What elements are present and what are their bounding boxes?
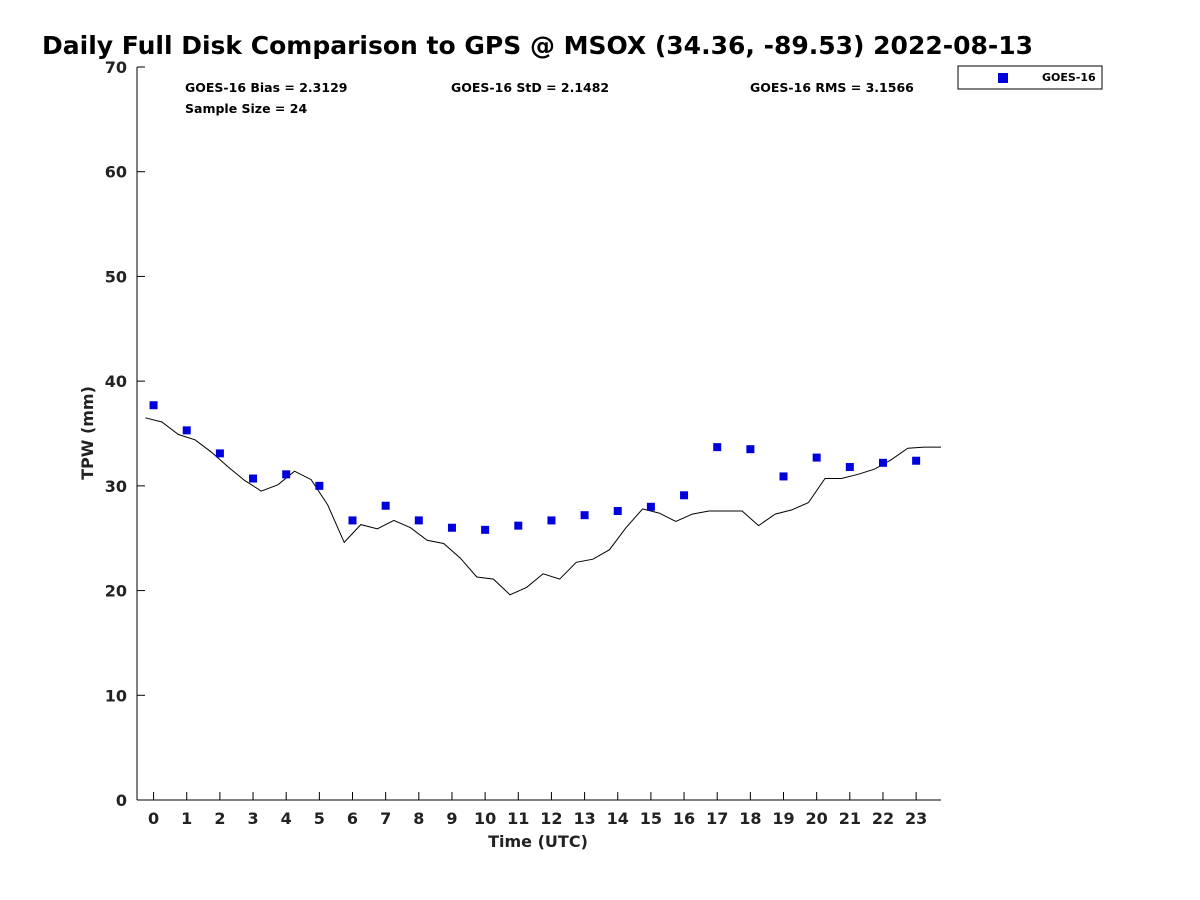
legend-marker-square-icon	[998, 73, 1008, 83]
x-axis-ticks: 0 1 2 3 4 5 6 7 8 9 10 11 12 13 14 15 16 17 18 19 20 21 22 23	[148, 792, 927, 828]
y-axis-ticks: 0 10 20 30 40 50 60 70	[105, 58, 145, 810]
x-tick-label: 21	[839, 809, 861, 828]
goes16-data-point	[282, 470, 291, 479]
x-tick-label: 10	[474, 809, 496, 828]
x-axis-label: Time (UTC)	[488, 832, 588, 851]
goes16-data-point	[845, 463, 854, 472]
x-tick-label: 13	[573, 809, 595, 828]
y-tick-label: 0	[116, 791, 127, 810]
goes16-data-point	[812, 453, 821, 462]
x-tick-label: 6	[347, 809, 358, 828]
goes16-data-point	[447, 523, 456, 532]
x-tick-label: 15	[640, 809, 662, 828]
x-tick-label: 20	[806, 809, 828, 828]
x-tick-label: 19	[772, 809, 794, 828]
x-tick-label: 2	[214, 809, 225, 828]
goes16-data-point	[514, 521, 523, 530]
goes16-data-point	[348, 516, 357, 525]
goes16-data-point	[249, 474, 258, 483]
y-tick-label: 20	[105, 582, 127, 601]
goes16-data-point	[547, 516, 556, 525]
goes16-data-point	[779, 472, 788, 481]
legend-box	[957, 65, 1103, 90]
y-tick-label: 50	[105, 267, 127, 286]
y-tick-label: 60	[105, 163, 127, 182]
x-tick-label: 8	[413, 809, 424, 828]
goes16-data-point	[381, 501, 390, 510]
legend-label-goes16: GOES-16	[1042, 71, 1096, 84]
x-tick-label: 9	[446, 809, 457, 828]
y-tick-label: 40	[105, 372, 127, 391]
y-tick-label: 10	[105, 686, 127, 705]
goes16-data-point	[713, 443, 722, 452]
x-tick-label: 1	[181, 809, 192, 828]
x-tick-label: 22	[872, 809, 894, 828]
x-tick-label: 7	[380, 809, 391, 828]
plot-area	[137, 67, 941, 800]
x-tick-label: 0	[148, 809, 159, 828]
legend: GOES-16	[957, 65, 1103, 90]
goes16-data-point	[613, 506, 622, 515]
goes16-data-point	[646, 502, 655, 511]
goes16-data-point	[878, 458, 887, 467]
x-tick-label: 4	[281, 809, 292, 828]
goes16-data-point	[580, 511, 589, 520]
x-tick-label: 16	[673, 809, 695, 828]
goes16-data-point	[315, 481, 324, 490]
gps-line-layer	[145, 417, 941, 596]
goes16-data-point	[912, 456, 921, 465]
x-tick-label: 11	[507, 809, 529, 828]
rms-stat: GOES-16 RMS = 3.1566	[750, 80, 914, 95]
x-tick-label: 17	[706, 809, 728, 828]
goes16-data-point	[481, 525, 490, 534]
sample-size-stat: Sample Size = 24	[185, 101, 307, 116]
x-tick-label: 5	[314, 809, 325, 828]
goes16-data-point	[149, 401, 158, 410]
x-tick-label: 14	[607, 809, 629, 828]
y-tick-label: 30	[105, 477, 127, 496]
x-tick-label: 18	[739, 809, 761, 828]
y-tick-label: 70	[105, 58, 127, 77]
goes16-data-point	[414, 516, 423, 525]
std-stat: GOES-16 StD = 2.1482	[451, 80, 609, 95]
goes16-data-point	[680, 491, 689, 500]
x-tick-label: 3	[247, 809, 258, 828]
chart-title: Daily Full Disk Comparison to GPS @ MSOX…	[42, 31, 1033, 60]
y-axis-label: TPW (mm)	[78, 386, 97, 480]
goes16-data-point	[746, 445, 755, 454]
goes16-data-point	[215, 449, 224, 458]
goes16-marker-layer	[149, 401, 921, 534]
gps-tpw-line	[145, 417, 941, 596]
bias-stat: GOES-16 Bias = 2.3129	[185, 80, 347, 95]
goes16-data-point	[182, 426, 191, 435]
x-tick-label: 12	[540, 809, 562, 828]
x-tick-label: 23	[905, 809, 927, 828]
